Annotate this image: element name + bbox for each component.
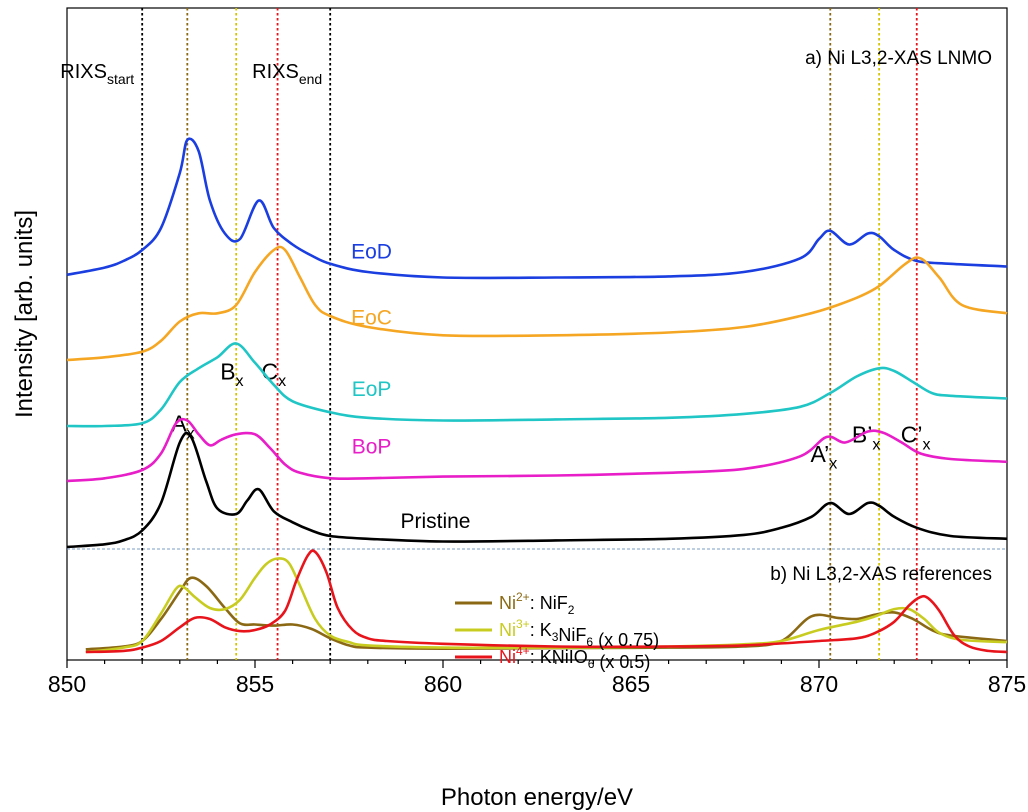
x-tick-label-870: 870	[800, 671, 838, 697]
series-label-pristine: Pristine	[400, 510, 470, 533]
x-tick-label-850: 850	[48, 671, 86, 697]
rixs-start-label: RIXSstart	[60, 61, 134, 87]
series-label-eoc: EoC	[351, 306, 392, 329]
panel-a-curves	[66, 137, 1008, 549]
series-bop	[66, 417, 1008, 483]
series-eoc	[66, 245, 1008, 362]
x-tick-label-855: 855	[236, 671, 274, 697]
legend-label-kniio6: Ni4+: KNiIO6 (x 0.5)	[499, 644, 650, 672]
peak-label-cpx: C’x	[901, 422, 931, 454]
x-tick-label-860: 860	[424, 671, 462, 697]
legend-label-nif2: Ni2+: NiF2	[499, 590, 575, 617]
x-axis-label: Photon energy/eV	[441, 784, 633, 811]
y-axis-label: Intensity [arb. units]	[11, 210, 38, 418]
series-kniio6	[85, 549, 1008, 654]
peak-label-ax: Ax	[171, 411, 194, 443]
series-eop	[66, 342, 1008, 428]
series-eod	[66, 137, 1008, 280]
peak-label-bx: Bx	[220, 358, 243, 390]
legend-label-k3nif6: Ni3+: K3NiF6 (x 0.75)	[499, 617, 659, 650]
panel-b-curves	[85, 549, 1008, 654]
series-k3nif6	[85, 557, 1008, 654]
panel-b-title: b) Ni L3,2-XAS references	[770, 564, 992, 585]
series-nif2	[85, 576, 1008, 651]
x-tick-label-865: 865	[612, 671, 650, 697]
series-label-bop: BoP	[352, 436, 392, 459]
peak-label-cx: Cx	[262, 358, 287, 390]
x-tick-label-875: 875	[988, 671, 1026, 697]
series-label-eod: EoD	[351, 240, 392, 263]
panel-a-title: a) Ni L3,2-XAS LNMO	[805, 48, 992, 69]
series-label-eop: EoP	[352, 378, 392, 401]
series-pristine	[66, 431, 1008, 549]
rixs-end-label: RIXSend	[252, 61, 322, 87]
plot-frame	[66, 7, 1008, 661]
